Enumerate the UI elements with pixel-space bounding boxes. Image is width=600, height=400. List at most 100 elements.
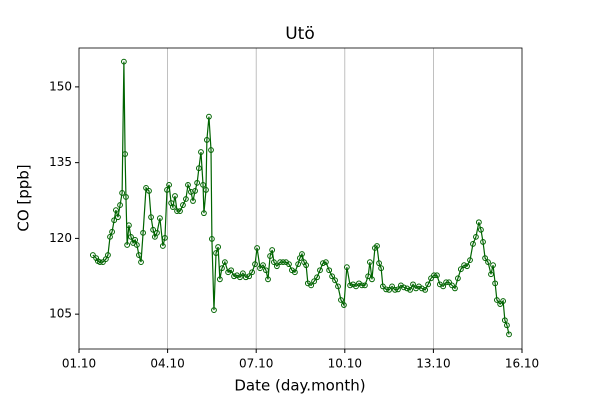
data-point xyxy=(404,285,411,292)
data-point xyxy=(126,222,132,229)
data-point xyxy=(115,214,121,221)
data-point xyxy=(146,188,152,194)
data-point xyxy=(490,262,496,269)
data-point xyxy=(263,267,269,274)
data-point xyxy=(497,301,504,307)
data-point xyxy=(386,287,393,293)
data-point xyxy=(107,233,113,240)
data-point xyxy=(196,165,202,172)
data-point xyxy=(148,214,154,221)
x-tick-label: 13.10 xyxy=(416,357,450,371)
data-point xyxy=(254,245,260,251)
data-point xyxy=(157,215,163,222)
data-point xyxy=(329,273,336,280)
data-point xyxy=(93,255,100,261)
data-point xyxy=(322,259,329,266)
data-point xyxy=(347,282,354,289)
data-point xyxy=(136,252,142,258)
data-point xyxy=(117,202,123,208)
data-point xyxy=(177,208,183,215)
data-point xyxy=(299,251,305,257)
data-point xyxy=(485,259,491,266)
data-point xyxy=(237,274,243,281)
data-point xyxy=(277,259,284,266)
data-point xyxy=(353,283,359,290)
data-point xyxy=(123,194,129,200)
data-point xyxy=(172,193,178,199)
data-point xyxy=(369,276,375,283)
data-point xyxy=(367,259,373,266)
data-point xyxy=(206,113,212,120)
data-point xyxy=(133,242,140,248)
data-point xyxy=(105,252,111,258)
data-point xyxy=(170,204,176,210)
data-point xyxy=(162,234,168,241)
data-point xyxy=(138,259,144,266)
data-point xyxy=(455,275,461,282)
x-tick-label: 04.10 xyxy=(150,357,184,371)
data-point xyxy=(143,184,149,191)
data-point xyxy=(231,273,237,280)
data-point xyxy=(335,283,341,290)
data-point xyxy=(295,261,302,268)
data-point xyxy=(428,275,434,282)
x-axis-label: Date (day.month) xyxy=(234,377,365,395)
plot-frame xyxy=(78,47,523,350)
data-point xyxy=(374,243,380,249)
data-point xyxy=(269,247,276,253)
data-point xyxy=(97,259,103,266)
y-axis-label: CO [ppb] xyxy=(15,164,33,231)
data-point xyxy=(203,137,210,143)
data-point xyxy=(506,331,512,338)
data-point xyxy=(478,226,484,233)
data-point xyxy=(113,207,119,214)
data-point xyxy=(378,265,385,272)
data-point xyxy=(271,259,277,266)
data-point xyxy=(317,267,323,274)
data-point xyxy=(434,272,440,279)
data-point xyxy=(124,242,131,248)
data-point xyxy=(122,151,128,157)
data-point xyxy=(482,255,488,261)
data-point xyxy=(211,307,217,314)
data-point xyxy=(228,267,234,274)
data-point xyxy=(361,282,368,289)
data-point xyxy=(410,281,416,288)
data-point xyxy=(190,198,196,204)
data-point xyxy=(185,181,191,188)
data-point xyxy=(89,252,96,258)
data-point xyxy=(208,147,214,153)
data-point xyxy=(120,58,127,65)
data-point xyxy=(154,229,160,236)
data-point xyxy=(252,261,258,268)
data-point xyxy=(183,196,189,202)
data-point xyxy=(194,179,201,186)
data-point xyxy=(407,287,413,293)
data-point xyxy=(308,282,315,289)
data-point xyxy=(215,244,222,250)
x-tick-label: 07.10 xyxy=(239,357,273,371)
data-point xyxy=(501,317,508,324)
data-point xyxy=(343,264,350,271)
x-tick-label: 16.10 xyxy=(505,357,539,371)
y-tick-label: 120 xyxy=(49,231,72,245)
data-point xyxy=(209,236,215,242)
data-point xyxy=(379,283,386,290)
data-point xyxy=(461,262,468,269)
data-point xyxy=(500,298,506,304)
data-point xyxy=(504,322,510,329)
data-point xyxy=(192,188,198,194)
data-point xyxy=(467,257,473,264)
data-point xyxy=(446,279,452,286)
data-point xyxy=(320,260,326,267)
data-point xyxy=(221,259,228,266)
data-point xyxy=(492,280,499,287)
data-point xyxy=(257,265,263,272)
x-tick-label: 01.10 xyxy=(62,357,96,371)
data-point xyxy=(100,259,106,266)
y-tick-label: 135 xyxy=(49,155,72,169)
data-point xyxy=(291,269,298,276)
data-point xyxy=(443,279,449,286)
data-point xyxy=(267,253,273,259)
